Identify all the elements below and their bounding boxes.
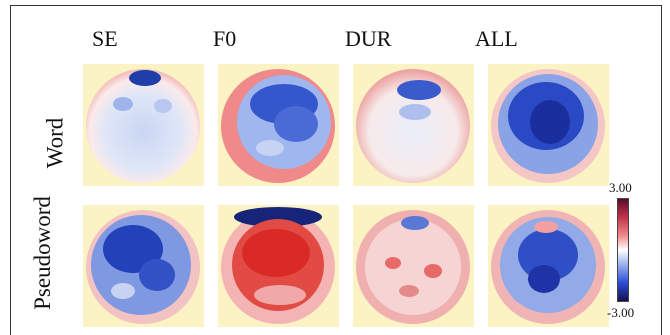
brain-map-pseudoword-all: [488, 205, 609, 327]
brain-map-word-f0: [218, 64, 339, 186]
brain-map-pseudoword-dur: [353, 205, 474, 327]
brain-map-pseudoword-f0: [218, 205, 339, 327]
brain-map-word-all: [488, 64, 609, 186]
colorbar: [617, 198, 629, 302]
column-label-se: SE: [92, 26, 118, 51]
colorbar-min-label: -3.00: [607, 305, 635, 320]
row-label-word: Word: [42, 117, 68, 169]
brain-map-word-se: [83, 64, 204, 186]
row-label-pseudoword: Pseudoword: [29, 196, 55, 310]
brain-map-word-dur: [353, 64, 474, 186]
column-label-dur: DUR: [345, 26, 392, 51]
colorbar-max-label: 3.00: [609, 180, 632, 195]
brain-map-pseudoword-se: [83, 205, 204, 327]
figure-frame: [10, 5, 662, 335]
column-label-f0: F0: [213, 26, 237, 51]
column-label-all: ALL: [475, 26, 518, 51]
